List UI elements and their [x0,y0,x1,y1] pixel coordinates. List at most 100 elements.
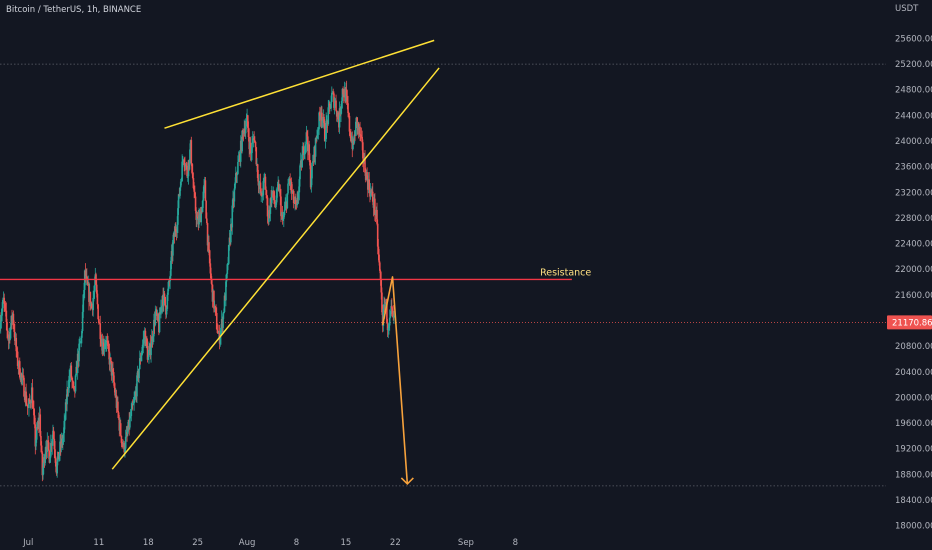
candle-body [225,273,228,282]
candle-body [182,161,184,162]
candle-body [69,375,71,377]
candle-body [23,377,25,397]
candle-body [131,403,133,409]
candle-body [28,399,30,408]
candle-body [250,152,253,154]
candle-body [227,245,230,264]
candle-body [290,181,293,192]
candle-body [215,313,218,330]
candle-body [66,389,68,405]
candle-body [230,224,232,243]
candle-body [83,270,86,290]
candle-body [176,224,178,233]
candle-body [1,308,3,316]
resistance-annotation: Resistance [540,268,591,279]
candle-body [190,140,193,164]
projection-arrowhead[interactable] [400,477,414,486]
candle-body [204,180,207,201]
price-axis[interactable]: 18000.00 18400.00 18800.00 19200.00 19600.00… [886,0,932,550]
candle-body [251,138,254,143]
candle-body [74,375,77,392]
candle-body [3,297,6,304]
candle-body [170,260,172,276]
candle-body [187,160,190,177]
candle-body [125,432,128,437]
projection-path[interactable] [381,276,409,484]
candle-body [309,165,312,188]
candle-body [54,458,57,467]
candle-body [5,310,8,322]
candle-body [275,189,278,203]
candle-body [110,361,113,376]
candle-body [64,419,66,421]
upper-wedge-trendline[interactable] [164,39,435,129]
candle-body [254,140,256,142]
candle-body [201,200,204,213]
candle-body [208,250,211,264]
candle-body [264,176,267,190]
candle-body [112,369,114,373]
lower-wedge-trendline[interactable] [111,67,440,470]
candle-body [330,101,332,109]
candle-body [209,263,212,274]
candle-body [194,191,196,197]
candle-body [308,144,311,161]
candle-body [9,326,12,339]
price-tick-label: 22400.00 [895,240,932,250]
candle-body [2,299,4,309]
drawing-tools[interactable]: Resistance [0,39,591,486]
candle-body [220,327,222,337]
time-axis[interactable]: Jul 11 18 25 Aug 8 15 22 Sep 8 [0,532,886,550]
candle-body [280,196,282,217]
candle-body [282,218,284,220]
last-price-badge [887,315,932,330]
candle-body [265,189,267,195]
candle-body [327,107,330,125]
candle-body [381,292,383,313]
candle-body [124,448,126,453]
time-axis-background [0,532,886,550]
candle-body [58,453,61,460]
last-price-label: 21170.86 [892,318,932,328]
candle-body [352,139,354,150]
candle-body [25,391,27,404]
candle-body [335,100,337,111]
candle-body [323,122,326,142]
candle-body [345,89,348,97]
candle-body [349,131,351,136]
candle-body [136,375,138,397]
candle-body [44,453,46,463]
candle-body [72,381,75,386]
candlestick-series [0,80,395,482]
candle-body [16,351,19,366]
candle-body [347,113,350,116]
candle-body [124,436,127,449]
candle-body [81,331,83,338]
candle-body [157,313,159,322]
candle-body [113,382,116,388]
candle-body [321,120,324,122]
candle-body [311,162,313,179]
candle-body [227,263,229,265]
candle-body [388,325,390,329]
candle-body [47,442,50,451]
candle-body [392,312,395,318]
candle-body [200,211,203,223]
candle-body [210,279,213,285]
candle-body [379,270,382,280]
candle-body [172,240,174,256]
candle-body [364,158,366,173]
candle-body [234,173,237,183]
candle-body [342,88,344,95]
candle-body [340,107,342,115]
candle-body [310,178,313,188]
candle-body [385,302,387,304]
candle-body [98,319,100,323]
candle-body [323,116,325,123]
candle-body [15,337,18,352]
price-tick-label: 21600.00 [895,291,932,301]
candle-body [269,198,272,214]
